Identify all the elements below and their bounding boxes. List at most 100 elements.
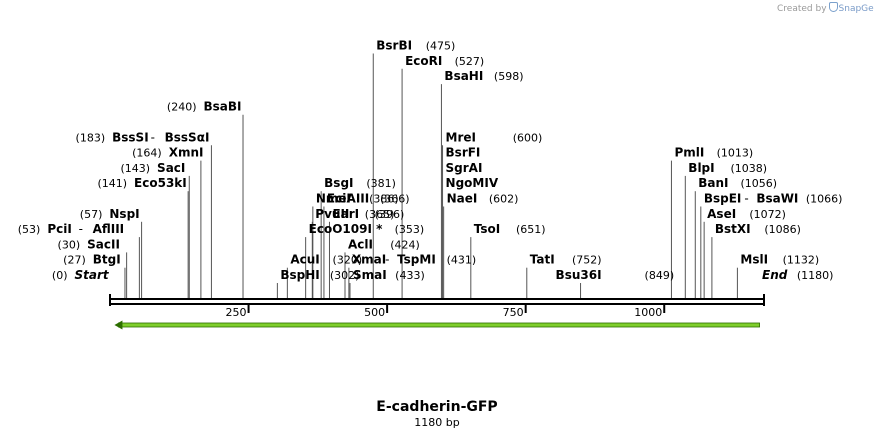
site-label-pmli[interactable]: PmlI (1013) xyxy=(674,146,753,160)
site-label-ecori[interactable]: EcoRI (527) xyxy=(405,54,484,68)
site-label-bsabi[interactable]: (240) BsaBI xyxy=(167,100,242,114)
site-position: (365) xyxy=(365,208,395,221)
site-label-eari[interactable]: EarI (396) xyxy=(332,207,404,221)
site-label-acli[interactable]: AclI (424) xyxy=(348,237,420,251)
enzyme-name: BssSI xyxy=(112,130,149,144)
enzyme-name: BssSαI xyxy=(165,130,210,144)
enzyme-name: BanI xyxy=(698,176,728,190)
site-label-end[interactable]: End (1180) xyxy=(762,268,833,282)
site-label-tati[interactable]: TatI (752) xyxy=(530,253,602,267)
site-position: (240) xyxy=(167,101,197,114)
site-position: (1132) xyxy=(783,254,820,267)
enzyme-name: SmaI xyxy=(353,268,387,282)
site-label-eco0109i[interactable]: EcoO109I * (353) xyxy=(309,222,425,236)
site-label-start[interactable]: (0) Start xyxy=(52,268,110,282)
enzyme-name: EcoRI xyxy=(405,54,442,68)
site-label-pcii[interactable]: (53) PciI - AflIII xyxy=(18,222,124,236)
site-position: (651) xyxy=(516,223,546,236)
enzyme-name: BsrBI xyxy=(376,39,412,53)
site-label-bsgi[interactable]: BsgI (381) xyxy=(324,176,396,190)
site-position: (381) xyxy=(366,177,396,190)
site-label-bsssi[interactable]: (183) BssSI - BssSαI xyxy=(76,130,210,144)
site-label-bsrbi[interactable]: BsrBI (475) xyxy=(376,39,455,53)
axis-tick-label: 250 xyxy=(226,306,247,319)
site-position: (320) xyxy=(333,254,363,267)
site-position: (164) xyxy=(132,147,162,160)
enzyme-name: TsoI xyxy=(474,222,500,236)
enzyme-name: Start xyxy=(75,268,110,282)
enzyme-name: NaeI xyxy=(447,192,478,206)
enzyme-name: BsaWI xyxy=(756,192,798,206)
site-label-nspi[interactable]: (57) NspI xyxy=(80,207,140,221)
enzyme-name: BsgI xyxy=(324,176,353,190)
enzyme-name: XmaI xyxy=(352,253,386,267)
site-label-xmai[interactable]: XmaI- TspMI (431) xyxy=(352,253,476,267)
site-label-pvuii[interactable]: PvuII (365) xyxy=(315,207,394,221)
enzyme-name: AseI xyxy=(707,207,736,221)
site-position: (602) xyxy=(489,193,519,206)
enzyme-name: Eco53kI xyxy=(134,176,187,190)
site-label-asei[interactable]: AseI (1072) xyxy=(707,207,786,221)
enzyme-name: BsrFI xyxy=(446,146,481,160)
enzyme-name: End xyxy=(762,268,788,282)
enzyme-name: PvuII xyxy=(315,207,349,221)
sequence-length: 1180 bp xyxy=(414,416,460,429)
site-label-smai[interactable]: SmaI (433) xyxy=(353,268,425,282)
enzyme-name: PmlI xyxy=(674,146,704,160)
site-label-bspei[interactable]: BspEI - BsaWI (1066) xyxy=(704,192,843,206)
site-label-xmni[interactable]: (164) XmnI xyxy=(132,146,203,160)
enzyme-name: Bsu36I xyxy=(556,268,602,282)
credit-prefix: Created by xyxy=(777,4,827,14)
enzyme-name: BsaBI xyxy=(204,100,242,114)
enzyme-name: BspHI xyxy=(280,268,319,282)
site-label-acui[interactable]: AcuI (320) xyxy=(290,253,362,267)
enzyme-name: TspMI xyxy=(397,253,436,267)
credit-brand: SnapGene xyxy=(838,4,874,14)
name-separator: - xyxy=(151,130,155,144)
enzyme-name: NspI xyxy=(109,207,139,221)
site-label-btgi[interactable]: (27) BtgI xyxy=(63,253,121,267)
enzyme-name: NgoMIV xyxy=(446,176,499,190)
site-label-bsu36i[interactable]: Bsu36I (849) xyxy=(556,268,675,282)
axis-tick-label: 750 xyxy=(503,306,524,319)
site-label-sacii[interactable]: (30) SacII xyxy=(58,237,120,251)
site-label-bsphi[interactable]: BspHI (302) xyxy=(280,268,359,282)
site-position: (0) xyxy=(52,269,68,282)
site-position: (1056) xyxy=(740,177,777,190)
site-position: (386) xyxy=(369,193,399,206)
site-label-naei[interactable]: NaeI (602) xyxy=(447,192,519,206)
site-label-eco53ki[interactable]: (141) Eco53kI xyxy=(97,176,186,190)
enzyme-name: TatI xyxy=(530,253,555,267)
site-position: (1038) xyxy=(730,162,767,175)
site-position: (598) xyxy=(494,70,524,83)
site-position: (1086) xyxy=(764,223,801,236)
site-label-bstxi[interactable]: BstXI (1086) xyxy=(715,222,801,236)
site-position: (141) xyxy=(97,177,127,190)
axis-tick-label: 500 xyxy=(364,306,385,319)
site-labels: (0) Start(27) BtgI (30) SacII(53) PciI - AflIII… xyxy=(18,39,843,283)
enzyme-name: BtgI xyxy=(93,253,121,267)
enzyme-name: SgrAI xyxy=(446,161,483,175)
enzyme-name: MreI xyxy=(446,130,476,144)
enzyme-name: SacII xyxy=(87,237,120,251)
dna-backbone: 250 500 750 1000 xyxy=(109,294,765,319)
enzyme-name: AflIII xyxy=(93,222,125,236)
site-label-bsahi[interactable]: BsaHI (598) xyxy=(444,69,523,83)
site-position: (1066) xyxy=(806,193,843,206)
site-position: (600) xyxy=(513,131,543,144)
site-label-msli[interactable]: MslI (1132) xyxy=(740,253,819,267)
site-label-nmeaiii[interactable]: NmeAIII (366) xyxy=(316,192,410,206)
site-label-tsoi[interactable]: TsoI (651) xyxy=(474,222,546,236)
site-label-blpi[interactable]: BlpI (1038) xyxy=(688,161,767,175)
site-position: (183) xyxy=(76,131,106,144)
site-label-bani[interactable]: BanI (1056) xyxy=(698,176,777,190)
gfp-feature-bar[interactable] xyxy=(118,322,760,328)
site-position: (396) xyxy=(375,208,405,221)
site-position: (1013) xyxy=(717,147,754,160)
snapgene-credit: Created by SnapGene xyxy=(777,2,874,14)
site-label-saci[interactable]: (143) SacI xyxy=(120,161,185,175)
enzyme-name: MslI xyxy=(740,253,768,267)
site-label-ecii[interactable]: EciI (386) xyxy=(327,192,399,206)
